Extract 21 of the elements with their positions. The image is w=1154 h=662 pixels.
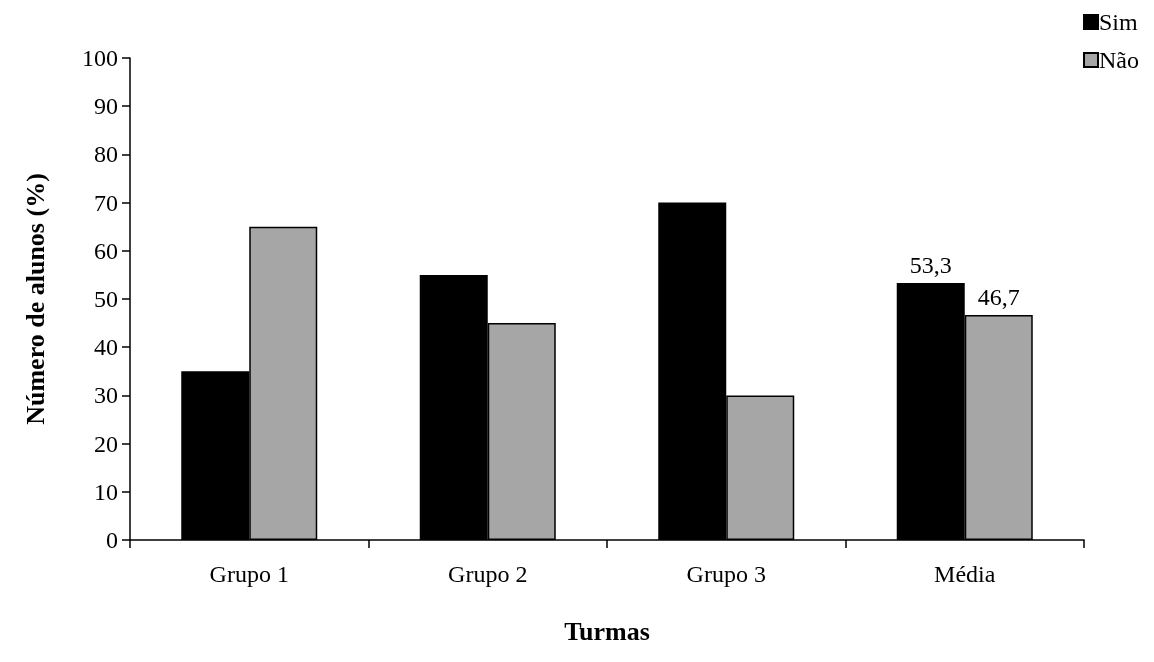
legend-label: Não	[1099, 47, 1139, 73]
x-tick-label: Média	[934, 561, 996, 587]
legend-label: Sim	[1099, 9, 1139, 35]
y-tick-label: 50	[94, 286, 118, 312]
data-label: 53,3	[909, 252, 952, 279]
y-tick-label: 40	[94, 334, 118, 361]
y-tick-label: 100	[82, 45, 118, 71]
data-label: 46,7	[977, 283, 1020, 310]
x-tick-label: Grupo 3	[686, 561, 766, 587]
x-tick-label: Grupo 1	[209, 561, 289, 587]
y-tick-label: 30	[94, 382, 118, 409]
y-tick-label: 80	[94, 141, 118, 168]
y-tick-label: 10	[94, 478, 118, 505]
x-tick-label: Grupo 2	[448, 561, 528, 587]
y-tick-label: 20	[94, 430, 118, 457]
y-tick-label: 70	[94, 189, 118, 216]
y-tick-label: 90	[94, 93, 118, 120]
y-axis-title: Número de alunos (%)	[20, 173, 50, 425]
y-tick-label: 60	[94, 237, 118, 264]
x-axis-title: Turmas	[564, 616, 650, 646]
y-tick-label: 0	[106, 527, 118, 553]
